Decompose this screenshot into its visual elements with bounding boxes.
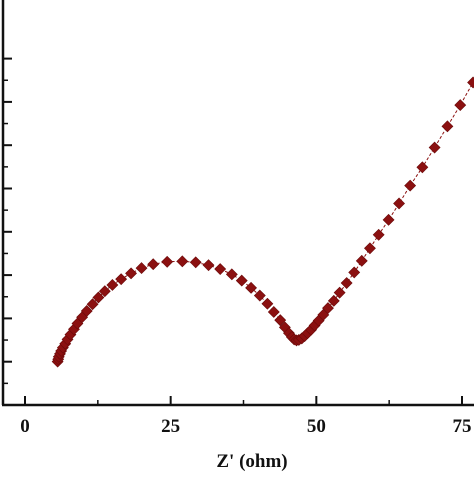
x-tick-label: 50 — [307, 416, 326, 437]
series-line — [57, 82, 474, 362]
data-point — [98, 285, 111, 298]
x-tick-label: 25 — [161, 416, 180, 437]
data-point — [467, 76, 474, 89]
axes — [1, 0, 474, 407]
data-point — [274, 314, 287, 327]
data-point — [416, 161, 429, 174]
data-point — [245, 281, 257, 294]
data-point — [382, 213, 395, 226]
data-point — [372, 228, 385, 241]
x-axis-label: Z' (ohm) — [216, 451, 287, 472]
data-point — [261, 297, 274, 310]
data-point — [267, 306, 280, 318]
data-point — [235, 274, 248, 287]
data-point — [404, 179, 417, 192]
data-point — [176, 255, 189, 268]
series-line-layer — [57, 82, 474, 362]
data-point — [355, 254, 368, 267]
tick-labels-layer: 0 25 50 75 — [20, 416, 471, 437]
data-point — [189, 256, 202, 269]
data-point — [393, 197, 405, 210]
data-point — [125, 267, 137, 280]
x-tick-label: 75 — [453, 416, 472, 437]
data-point — [454, 99, 467, 112]
data-point — [348, 266, 361, 279]
data-point — [161, 255, 174, 268]
data-point — [428, 141, 441, 154]
data-point — [115, 273, 128, 286]
data-point — [253, 289, 266, 302]
data-point — [214, 263, 227, 275]
data-point — [202, 259, 215, 272]
data-point — [225, 268, 238, 281]
data-point — [135, 262, 148, 274]
data-point — [333, 286, 346, 299]
data-point — [340, 277, 353, 289]
data-point — [441, 120, 454, 133]
x-tick-label: 0 — [20, 416, 30, 437]
data-point — [327, 294, 340, 307]
data-point — [92, 291, 105, 304]
data-point — [147, 258, 160, 271]
data-point — [322, 302, 334, 315]
data-points-layer — [51, 76, 474, 368]
data-point — [80, 305, 93, 317]
data-point — [86, 298, 99, 311]
data-point — [364, 242, 376, 255]
data-point — [106, 279, 119, 291]
